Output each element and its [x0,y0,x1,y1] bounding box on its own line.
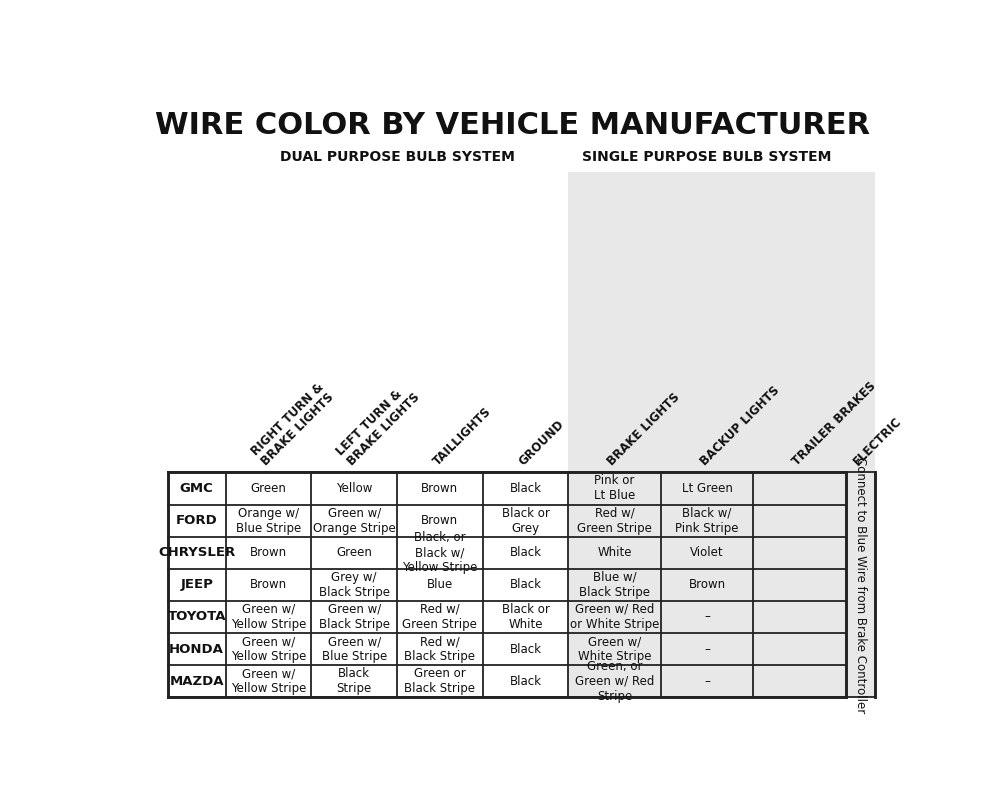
Text: Green w/
Black Stripe: Green w/ Black Stripe [319,603,390,631]
Text: Orange w/
Blue Stripe: Orange w/ Blue Stripe [236,507,301,535]
Text: –: – [704,610,710,623]
Text: Brown: Brown [250,578,287,591]
Text: Green: Green [336,547,372,559]
Text: HONDA: HONDA [169,642,224,655]
Text: Black
Stripe: Black Stripe [337,667,372,695]
Text: Brown: Brown [421,482,458,495]
Text: Red w/
Green Stripe: Red w/ Green Stripe [577,507,652,535]
Text: ELECTRIC: ELECTRIC [851,415,905,468]
Text: Grey w/
Black Stripe: Grey w/ Black Stripe [319,570,390,598]
Text: Black: Black [509,578,541,591]
Text: Green w/
White Stripe: Green w/ White Stripe [578,635,651,663]
Text: Black: Black [509,642,541,655]
Text: GMC: GMC [180,482,214,495]
Text: Green w/ Red
or White Stripe: Green w/ Red or White Stripe [570,603,659,631]
Text: TAILLIGHTS: TAILLIGHTS [431,405,494,468]
Text: –: – [704,674,710,688]
Text: GROUND: GROUND [516,418,567,468]
Text: Blue: Blue [427,578,453,591]
Text: BRAKE LIGHTS: BRAKE LIGHTS [605,391,683,468]
Text: Black: Black [509,482,541,495]
Text: Black or
White: Black or White [502,603,549,631]
Text: Red w/
Black Stripe: Red w/ Black Stripe [404,635,475,663]
Text: JEEP: JEEP [180,578,213,591]
Text: Lt Green: Lt Green [682,482,732,495]
Text: Green, or
Green w/ Red
Stripe: Green, or Green w/ Red Stripe [575,660,654,702]
Text: Brown: Brown [688,578,726,591]
Text: White: White [597,547,632,559]
Text: WIRE COLOR BY VEHICLE MANUFACTURER: WIRE COLOR BY VEHICLE MANUFACTURER [155,111,870,141]
Text: Green w/
Yellow Stripe: Green w/ Yellow Stripe [231,667,306,695]
Text: LEFT TURN &
BRAKE LIGHTS: LEFT TURN & BRAKE LIGHTS [334,380,423,468]
Bar [568,172,875,698]
Text: Brown: Brown [250,547,287,559]
Text: MAZDA: MAZDA [169,674,224,688]
Text: Black: Black [509,547,541,559]
Text: Green w/
Yellow Stripe: Green w/ Yellow Stripe [231,635,306,663]
Text: Blue w/
Black Stripe: Blue w/ Black Stripe [579,570,650,598]
Text: TRAILER BRAKES: TRAILER BRAKES [790,380,879,468]
Text: TOYOTA: TOYOTA [167,610,226,623]
Text: Green w/
Yellow Stripe: Green w/ Yellow Stripe [231,603,306,631]
Text: Green w/
Blue Stripe: Green w/ Blue Stripe [322,635,387,663]
Text: Black, or
Black w/
Yellow Stripe: Black, or Black w/ Yellow Stripe [402,531,478,574]
Text: Green: Green [251,482,287,495]
Text: Green or
Black Stripe: Green or Black Stripe [404,667,475,695]
Text: Violet: Violet [690,547,724,559]
Text: SINGLE PURPOSE BULB SYSTEM: SINGLE PURPOSE BULB SYSTEM [582,149,832,164]
Text: Yellow: Yellow [336,482,372,495]
Text: Connect to Blue Wire from Brake Controller: Connect to Blue Wire from Brake Controll… [854,457,867,713]
Text: FORD: FORD [176,514,218,527]
Text: BACKUP LIGHTS: BACKUP LIGHTS [698,384,782,468]
Text: DUAL PURPOSE BULB SYSTEM: DUAL PURPOSE BULB SYSTEM [280,149,514,164]
Text: RIGHT TURN &
BRAKE LIGHTS: RIGHT TURN & BRAKE LIGHTS [249,380,337,468]
Text: Red w/
Green Stripe: Red w/ Green Stripe [402,603,477,631]
Text: Black: Black [509,674,541,688]
Text: Brown: Brown [421,514,458,527]
Text: Pink or
Lt Blue: Pink or Lt Blue [594,475,635,503]
Text: Black w/
Pink Stripe: Black w/ Pink Stripe [675,507,739,535]
Text: CHRYSLER: CHRYSLER [158,547,235,559]
Text: Green w/
Orange Stripe: Green w/ Orange Stripe [313,507,396,535]
Text: –: – [704,642,710,655]
Text: Black or
Grey: Black or Grey [502,507,549,535]
